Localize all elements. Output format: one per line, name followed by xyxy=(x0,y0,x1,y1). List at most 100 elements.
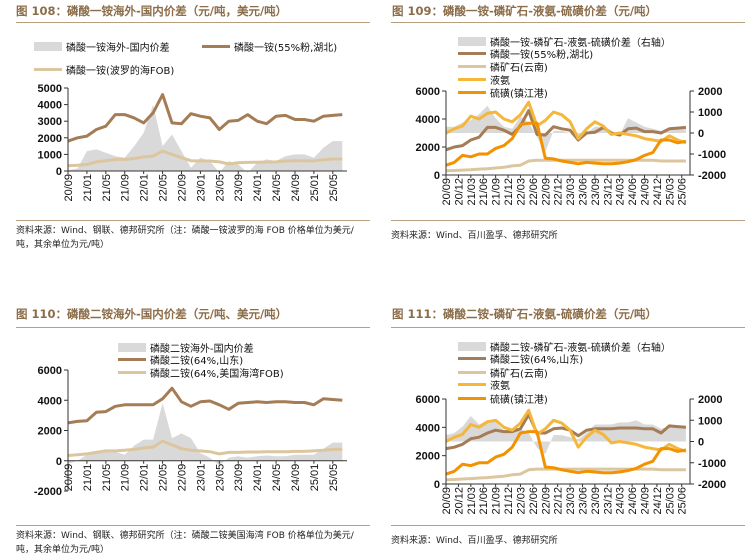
source-note: 资料来源：Wind、百川盈孚、德邦研究所 xyxy=(391,231,558,241)
x-tick-label: 22/09 xyxy=(540,178,552,206)
series-line-1 xyxy=(67,93,343,143)
x-tick-label: 22/03 xyxy=(515,178,527,206)
legend-swatch xyxy=(458,396,486,400)
legend-swatch xyxy=(118,357,146,361)
series-line-3 xyxy=(445,100,687,145)
x-tick-label: 24/03 xyxy=(615,487,627,515)
legend-label: 磷酸一铵海外-国内价差 xyxy=(66,42,170,54)
y2-tick-label: -2000 xyxy=(698,170,726,182)
x-tick-label: 25/01 xyxy=(309,174,321,202)
chart-109: 0 2000 4000 6000 -2000 -1000 0 1000 2000 20/09 20/… xyxy=(416,86,727,206)
legend-item: 磷酸二铵(64%,山东) xyxy=(118,353,244,367)
legend-swatch xyxy=(34,41,62,51)
x-tick-label: 22/01 xyxy=(139,174,151,202)
y-tick-label: 4000 xyxy=(38,100,62,112)
legend-item: 磷酸一铵(波罗的海FOB) xyxy=(34,63,174,77)
x-tick-label: 25/01 xyxy=(309,464,321,492)
legend-item: 磷酸一铵(55%粉,湖北) xyxy=(202,40,338,54)
x-tick-label: 20/09 xyxy=(441,487,453,515)
x-tick-label: 21/09 xyxy=(491,487,503,515)
y-tick-label: 0 xyxy=(56,456,62,468)
x-tick-label: 22/09 xyxy=(176,464,188,492)
legend-label: 液氨 xyxy=(490,380,510,392)
y-tick-label: 1000 xyxy=(38,149,62,161)
legend-label: 液氨 xyxy=(490,75,510,87)
x-tick-label: 22/09 xyxy=(540,487,552,515)
legend-label: 硫磺(镇江港) xyxy=(490,394,548,406)
x-tick-label: 23/12 xyxy=(602,487,614,515)
figure-109-title: 图 109：磷酸一铵-磷矿石-液氨-硫磺价差（元/吨） xyxy=(392,4,658,18)
y-tick-label: 4000 xyxy=(416,422,440,434)
x-tick-label: 25/06 xyxy=(677,487,689,515)
source-rule xyxy=(16,525,370,526)
legend-label: 磷酸一铵-磷矿石-液氨-硫磺价差（右轴） xyxy=(490,37,671,49)
y-tick-label: 4000 xyxy=(416,114,440,126)
y-tick-label: 6000 xyxy=(416,86,440,98)
legend-label: 磷酸二铵(64%,山东) xyxy=(490,354,584,366)
x-tick-label: 21/01 xyxy=(82,174,94,202)
x-tick-label: 23/09 xyxy=(590,178,602,206)
legend-label: 磷矿石(云南) xyxy=(490,368,548,380)
x-tick-label: 23/03 xyxy=(565,178,577,206)
source-rule xyxy=(16,220,370,221)
series-area-0 xyxy=(68,104,343,173)
legend-swatch xyxy=(458,77,486,81)
y-tick-label: 6000 xyxy=(38,365,62,377)
x-tick-label: 24/09 xyxy=(290,464,302,492)
legend-item: 磷酸二铵(64%,美国海湾FOB) xyxy=(118,366,284,380)
legend-label: 磷酸二铵海外-国内价差 xyxy=(150,343,254,355)
series-line-1 xyxy=(445,413,687,451)
x-tick-label: 24/05 xyxy=(271,464,283,492)
legend-label: 磷酸二铵(64%,山东) xyxy=(150,355,244,367)
legend-item: 磷酸二铵(64%,山东) xyxy=(458,352,584,366)
y-tick-label: 6000 xyxy=(416,394,440,406)
y2-tick-label: 2000 xyxy=(698,86,722,98)
x-tick-label: 23/09 xyxy=(233,464,245,492)
legend-label: 硫磺(镇江港) xyxy=(490,88,548,100)
legend-item: 磷酸二铵海外-国内价差 xyxy=(118,341,254,355)
x-tick-label: 25/05 xyxy=(328,174,340,202)
y-tick-label: 2000 xyxy=(38,133,62,145)
y-tick-label: 5000 xyxy=(38,83,62,95)
x-tick-label: 20/12 xyxy=(453,178,465,206)
x-tick-label: 23/01 xyxy=(195,174,207,202)
legend-swatch xyxy=(458,51,486,55)
x-tick-label: 23/06 xyxy=(577,487,589,515)
x-tick-label: 24/06 xyxy=(627,487,639,515)
x-tick-label: 21/09 xyxy=(491,178,503,206)
x-tick-label: 22/09 xyxy=(176,174,188,202)
series-line-3 xyxy=(445,408,687,453)
legend-swatch xyxy=(458,356,486,360)
x-tick-label: 21/12 xyxy=(503,178,515,206)
legend-swatch xyxy=(458,382,486,386)
series-line-1 xyxy=(67,386,343,425)
source-note: 资料来源：Wind、钢联、德邦研究所（注：磷酸二铵美国海湾 FOB 价格单位为美… xyxy=(16,531,354,555)
y-tick-label: -2000 xyxy=(34,486,62,498)
x-tick-label: 21/06 xyxy=(478,178,490,206)
source-note: 资料来源：Wind、钢联、德邦研究所（注：磷酸一铵波罗的海 FOB 价格单位为美… xyxy=(16,226,354,250)
x-tick-label: 25/03 xyxy=(664,487,676,515)
figure-108-title: 图 108：磷酸一铵海外-国内价差（元/吨，美元/吨） xyxy=(16,4,288,18)
x-tick-label: 23/05 xyxy=(214,464,226,492)
x-tick-label: 21/09 xyxy=(120,464,132,492)
x-tick-label: 21/06 xyxy=(478,487,490,515)
y-tick-label: 0 xyxy=(56,166,62,178)
x-tick-label: 24/09 xyxy=(640,487,652,515)
x-tick-label: 23/12 xyxy=(602,178,614,206)
x-tick-label: 21/12 xyxy=(503,487,515,515)
title-rule xyxy=(16,327,370,328)
x-tick-label: 22/05 xyxy=(158,464,170,492)
series-line-2 xyxy=(67,439,343,457)
x-tick-label: 24/03 xyxy=(615,178,627,206)
legend-label: 磷酸一铵(55%粉,湖北) xyxy=(490,49,594,61)
chart-108: 0 1000 2000 3000 4000 5000 20/09 21/01 21/05 21/0… xyxy=(38,83,347,202)
x-tick-label: 21/09 xyxy=(120,174,132,202)
x-tick-label: 20/09 xyxy=(63,464,75,492)
legend-swatch xyxy=(118,370,146,374)
legend-label: 磷酸一铵(55%粉,湖北) xyxy=(234,42,338,54)
title-rule xyxy=(391,22,745,23)
legend-label: 磷矿石(云南) xyxy=(490,62,548,74)
x-tick-label: 24/12 xyxy=(652,487,664,515)
y-tick-label: 2000 xyxy=(416,142,440,154)
x-tick-label: 24/12 xyxy=(652,178,664,206)
